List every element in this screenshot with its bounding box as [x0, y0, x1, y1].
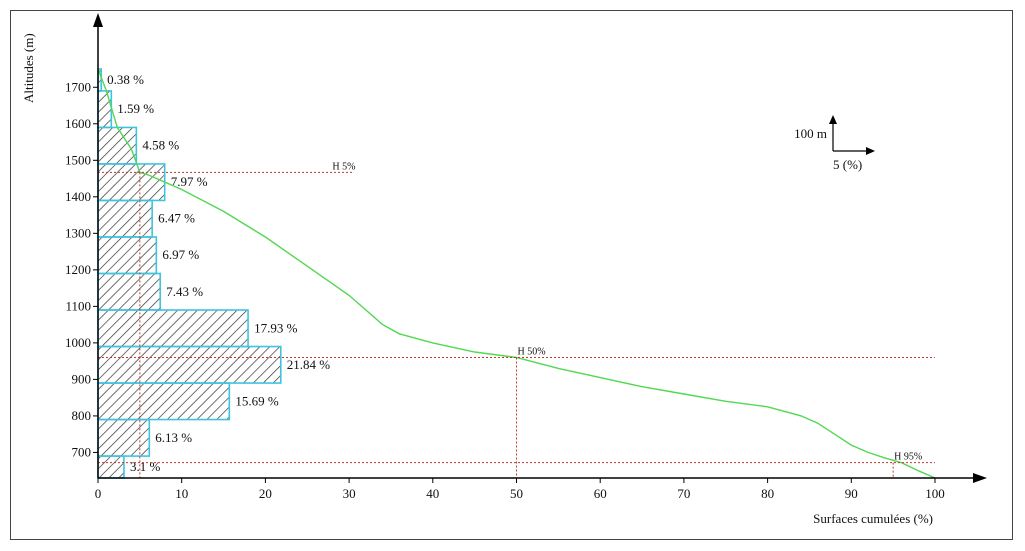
labels-layer: Surfaces cumulées (%) Altitudes (m) — [21, 33, 933, 526]
hypsometric-chart: 3.1 % 6.13 % 15.69 % 21.84 % 17.93 % 7.43 % 6.… — [21, 13, 987, 526]
band-label: 6.47 % — [158, 211, 195, 226]
y-tick-label: 1400 — [65, 189, 91, 204]
x-tick-label: 70 — [677, 486, 690, 501]
hypsometric-curve — [97, 68, 936, 479]
band-label: 7.97 % — [171, 174, 208, 189]
bands-layer: 3.1 % 6.13 % 15.69 % 21.84 % 17.93 % 7.43 % 6.… — [97, 68, 331, 479]
x-tick-label: 10 — [175, 486, 188, 501]
band-label: 21.84 % — [287, 357, 331, 372]
band-bar — [97, 272, 161, 311]
band-label: 6.13 % — [155, 430, 192, 445]
x-tick-label: 30 — [343, 486, 356, 501]
reference-label: H 95% — [894, 452, 922, 463]
scale-vertical-label: 100 m — [794, 126, 827, 141]
y-tick-label: 1600 — [65, 116, 91, 131]
y-axis-label: Altitudes (m) — [21, 33, 36, 103]
band-label: 3.1 % — [130, 459, 161, 474]
band-bar — [97, 199, 153, 238]
axes-layer — [93, 13, 987, 483]
y-axis-arrow-icon — [93, 13, 103, 27]
scale-horizontal-label: 5 (%) — [833, 157, 862, 172]
band-label: 4.58 % — [142, 138, 179, 153]
band-bar — [97, 236, 158, 275]
band-label: 17.93 % — [254, 320, 298, 335]
y-tick-label: 900 — [72, 371, 92, 386]
band-label: 15.69 % — [235, 393, 279, 408]
y-tick-label: 1000 — [65, 335, 91, 350]
y-tick-label: 1500 — [65, 152, 91, 167]
y-tick-label: 800 — [72, 408, 92, 423]
x-tick-label: 20 — [259, 486, 272, 501]
scale-up-arrow-icon — [829, 115, 837, 124]
reference-label: H 50% — [518, 346, 546, 357]
x-axis-label: Surfaces cumulées (%) — [813, 511, 933, 526]
band-label: 6.97 % — [162, 247, 199, 262]
x-axis-arrow-icon — [973, 473, 987, 483]
x-tick-label: 100 — [925, 486, 945, 501]
x-tick-label: 0 — [95, 486, 102, 501]
band-label: 0.38 % — [107, 72, 144, 87]
y-tick-label: 1300 — [65, 225, 91, 240]
y-tick-label: 1200 — [65, 262, 91, 277]
x-tick-label: 40 — [426, 486, 439, 501]
y-tick-label: 1100 — [65, 298, 91, 313]
x-tick-label: 50 — [510, 486, 523, 501]
band-bar — [97, 382, 231, 421]
chart-frame: 3.1 % 6.13 % 15.69 % 21.84 % 17.93 % 7.43 % 6.… — [10, 10, 1013, 540]
reference-label: H 5% — [332, 161, 355, 172]
band-label: 7.43 % — [166, 284, 203, 299]
band-bar — [97, 309, 249, 348]
y-tick-label: 700 — [72, 444, 92, 459]
x-tick-label: 90 — [845, 486, 858, 501]
band-bar — [97, 90, 113, 129]
band-bar — [97, 163, 166, 202]
band-bar — [97, 126, 138, 165]
band-bar — [97, 345, 282, 384]
x-tick-label: 80 — [761, 486, 774, 501]
scale-legend: 100 m 5 (%) — [794, 115, 875, 172]
y-tick-label: 1700 — [65, 79, 91, 94]
reference-lines-layer: H 5% H 50% H 95% — [98, 161, 935, 478]
band-label: 1.59 % — [117, 101, 154, 116]
x-tick-label: 60 — [594, 486, 607, 501]
ticks-layer: 0 10 20 30 40 50 60 70 80 90 100 700 800 900 1000 1100 1… — [65, 79, 945, 501]
curve-layer — [97, 68, 936, 479]
band-bar — [97, 418, 151, 457]
scale-right-arrow-icon — [866, 147, 875, 155]
band-bar — [97, 455, 125, 479]
